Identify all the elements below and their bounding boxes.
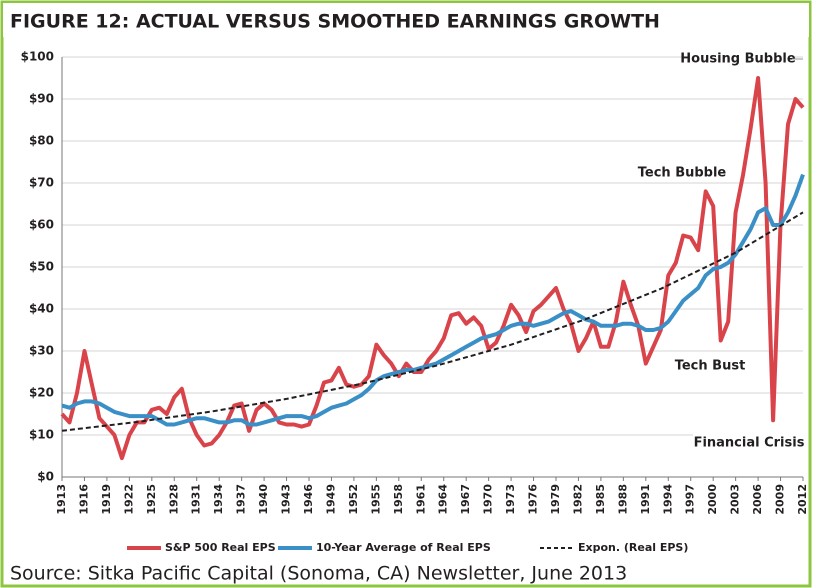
annotation: Tech Bust <box>675 359 746 374</box>
y-tick-label: $20 <box>29 386 54 400</box>
x-tick-label: 1943 <box>280 484 293 515</box>
series-line <box>61 173 805 427</box>
source: Source: Sitka Pacific Capital (Sonoma, C… <box>10 563 627 585</box>
x-tick-label: 1985 <box>594 484 607 515</box>
x-tick-label: 1997 <box>684 484 697 515</box>
trend-line <box>61 211 804 432</box>
annotation: Tech Bubble <box>638 166 727 181</box>
x-tick-label: 1949 <box>324 484 337 515</box>
x-tick-label: 1988 <box>616 484 629 515</box>
x-tick-label: 1976 <box>527 484 540 515</box>
x-tick-label: 2000 <box>706 484 719 515</box>
y-tick-label: $40 <box>29 302 54 316</box>
annotation: Financial Crisis <box>694 436 805 451</box>
y-tick-label: $100 <box>21 50 54 64</box>
x-tick-label: 1934 <box>212 484 225 515</box>
x-tick-label: 1961 <box>414 484 427 515</box>
y-tick-label: $60 <box>29 218 54 232</box>
y-tick-label: $10 <box>29 428 54 442</box>
y-tick-label: $70 <box>29 176 54 190</box>
y-tick-label: $50 <box>29 260 54 274</box>
x-tick-label: 1991 <box>639 484 652 515</box>
y-tick-label: $0 <box>37 470 54 484</box>
x-tick-label: 1979 <box>549 484 562 515</box>
x-tick-label: 1970 <box>482 484 495 515</box>
annotation-bg <box>654 357 766 375</box>
x-tick-label: 1940 <box>257 484 270 515</box>
x-tick-label: 1958 <box>392 484 405 515</box>
x-tick-label: 1937 <box>235 484 248 515</box>
x-tick-label: 1931 <box>190 484 203 515</box>
y-tick-label: $30 <box>29 344 54 358</box>
x-tick-label: 1946 <box>302 484 315 515</box>
y-tick-label: $80 <box>29 134 54 148</box>
legend-label: S&P 500 Real EPS <box>165 541 276 554</box>
x-tick-label: 1913 <box>55 484 68 515</box>
annotation: Housing Bubble <box>680 52 796 67</box>
series-line <box>60 76 805 461</box>
x-tick-label: 1919 <box>100 484 113 515</box>
x-tick-label: 1967 <box>459 484 472 515</box>
legend-label: Expon. (Real EPS) <box>578 541 688 554</box>
x-tick-label: 1922 <box>122 484 135 515</box>
y-tick-label: $90 <box>29 92 54 106</box>
title-band <box>3 3 809 37</box>
x-tick-label: 1955 <box>369 484 382 515</box>
x-tick-label: 1925 <box>145 484 158 515</box>
x-tick-label: 1982 <box>571 484 584 515</box>
x-tick-label: 1973 <box>504 484 517 515</box>
x-tick-label: 1916 <box>77 484 90 515</box>
legend-label: 10-Year Average of Real EPS <box>316 541 491 554</box>
x-tick-label: 1964 <box>437 484 450 515</box>
chart-title: FIGURE 12: ACTUAL VERSUS SMOOTHED EARNIN… <box>10 11 660 33</box>
x-tick-label: 2006 <box>751 484 764 515</box>
x-tick-label: 1952 <box>347 484 360 515</box>
x-tick-label: 2012 <box>796 484 809 515</box>
x-tick-label: 2009 <box>774 484 787 515</box>
x-tick-label: 1928 <box>167 484 180 515</box>
annotation-bg <box>626 164 738 182</box>
x-tick-label: 2003 <box>729 484 742 515</box>
annotation-bg <box>693 434 805 452</box>
x-tick-label: 1994 <box>661 484 674 515</box>
annotation-bg <box>682 50 794 68</box>
